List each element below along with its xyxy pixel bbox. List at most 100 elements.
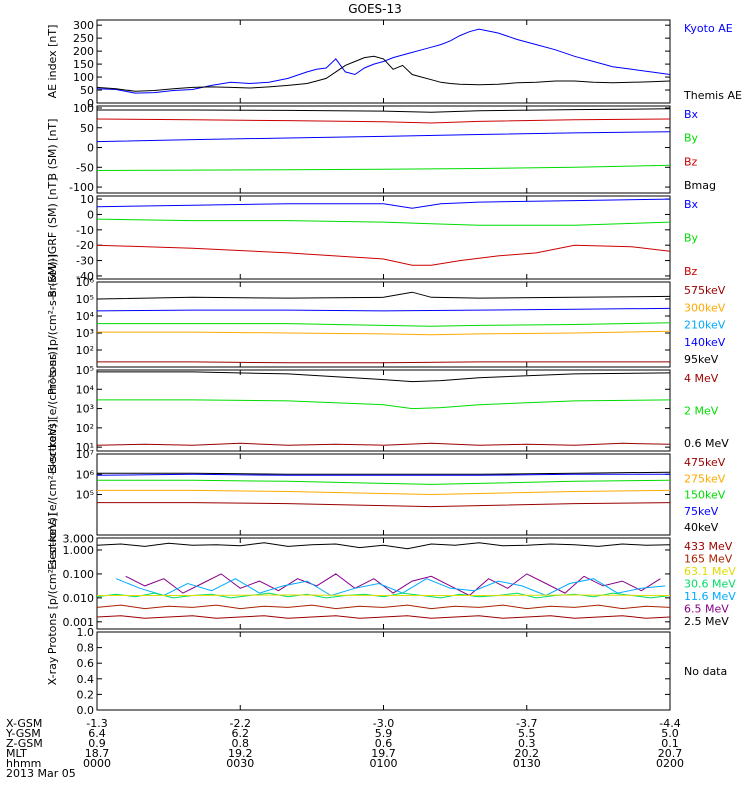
x-row-value: 0000 (83, 757, 111, 770)
legend-entry: 140keV (684, 336, 726, 349)
y-tick-label: 10⁴ (76, 383, 95, 396)
series-210kev (97, 322, 671, 327)
panel-frame (96, 631, 671, 711)
y-tick-label: 0.001 (63, 616, 95, 629)
x-row-value: 0.6 (375, 737, 393, 750)
y-axis-label: Electrons [e/(cm²-s-sr)] (46, 347, 59, 474)
legend-entry: Bz (684, 155, 698, 168)
y-tick-label: -40 (76, 270, 94, 283)
panel-electrons_low: 10⁵ 10⁶ 10⁷ Electrons [e/(cm²-s-sr-keV)] 475… (46, 419, 726, 570)
y-tick-label: 200 (73, 45, 94, 58)
x-row-value: 5.0 (661, 727, 679, 740)
legend-entry: By (684, 232, 699, 245)
x-row-value: 0.8 (232, 737, 250, 750)
series-by (96, 218, 671, 226)
y-tick-label: 3.000 (63, 533, 95, 546)
x-row-value: 0100 (370, 757, 398, 770)
y-tick-label: 0.4 (77, 673, 95, 686)
y-tick-label: 0.100 (63, 568, 95, 581)
x-row-value: -2.2 (230, 717, 251, 730)
legend-entry: 150keV (684, 489, 726, 502)
x-row-value: 0.9 (88, 737, 106, 750)
legend-entry: 575keV (684, 284, 726, 297)
legend-entry: By (684, 132, 699, 145)
series-themis-ae (96, 55, 671, 92)
series-2-5-mev (96, 542, 671, 550)
y-axis-label: B (SM)-IGRF (SM) [nT] (46, 177, 59, 297)
legend-entry: 433 MeV (684, 540, 733, 553)
legend-entry: 2.5 MeV (684, 615, 729, 628)
panel-frame (96, 195, 671, 280)
y-tick-label: -10 (76, 224, 94, 237)
y-tick-label: -20 (76, 239, 94, 252)
series-300kev (97, 330, 671, 336)
y-tick-label: 300 (73, 19, 94, 32)
y-tick-label: 10⁵ (76, 489, 94, 502)
y-tick-label: 0 (87, 142, 94, 155)
y-tick-label: 10⁴ (76, 310, 95, 323)
series-40kev (97, 471, 671, 475)
legend-entry: Bz (684, 265, 698, 278)
y-tick-label: 10⁷ (76, 448, 94, 461)
legend-entry: 95keV (684, 353, 719, 366)
y-tick-label: 10³ (76, 403, 94, 416)
series-575kev (97, 361, 670, 364)
y-tick-label: 10² (76, 422, 94, 435)
series-bx (96, 198, 671, 209)
x-row-value: 0130 (513, 757, 541, 770)
series-11-6-mev (115, 578, 666, 597)
legend-entry: 275keV (684, 472, 726, 485)
y-tick-label: 1.0 (77, 626, 95, 639)
series-63-1-mev (97, 594, 671, 596)
series-by (96, 164, 671, 171)
x-row-label: hhmm (6, 757, 41, 770)
y-tick-label: 0.2 (77, 688, 95, 701)
y-tick-label: 10 (80, 193, 94, 206)
y-axis-label: Electrons [e/(cm²-s-sr-keV)] (46, 419, 59, 570)
legend-entry: 0.6 MeV (684, 437, 729, 450)
legend-entry: 40keV (684, 521, 719, 534)
panel-frame (96, 537, 671, 630)
x-row-label: Z-GSM (6, 737, 43, 750)
panel-protons_low: 10² 10³ 10⁴ 10⁵ 10⁶ Protons [p/(cm²-s-sr-keV)… (46, 254, 726, 395)
legend-entry: Bmag (684, 179, 716, 192)
x-row-value: -3.7 (516, 717, 537, 730)
y-tick-label: 10⁶ (76, 276, 95, 289)
x-row-value: -1.3 (86, 717, 107, 730)
y-tick-label: 50 (80, 122, 94, 135)
y-tick-label: 10³ (76, 327, 94, 340)
x-row-value: -3.0 (373, 717, 394, 730)
x-row-label: X-GSM (6, 717, 42, 730)
series-kyoto-ae (96, 28, 671, 94)
legend-entry: 2 MeV (684, 405, 719, 418)
y-axis-label: B (SM) [nT] (46, 119, 59, 181)
x-row-label: Y-GSM (5, 727, 41, 740)
series-275kev (97, 489, 671, 496)
series-0-6-mev (97, 371, 671, 383)
y-tick-label: 10⁵ (76, 293, 94, 306)
x-row-value: 20.2 (515, 747, 540, 760)
panel-frame (96, 369, 671, 452)
legend-entry: 165 MeV (684, 553, 733, 566)
chart-title: GOES-13 (348, 2, 402, 16)
y-tick-label: 0.0 (77, 704, 95, 717)
panel-xray: 0.0 0.2 0.4 0.6 0.8 1.0 X-ray No data (46, 626, 727, 717)
legend-entry: 475keV (684, 456, 726, 469)
x-row-value: 0030 (226, 757, 254, 770)
x-row-value: 6.2 (232, 727, 250, 740)
series-6-5-mev (125, 573, 661, 597)
x-row-value: 5.5 (518, 727, 536, 740)
x-row-value: 19.2 (228, 747, 253, 760)
legend-entry: 4 MeV (684, 372, 719, 385)
date-label: 2013 Mar 05 (6, 767, 76, 780)
panel-frame (96, 105, 671, 194)
y-tick-label: 0.8 (77, 642, 95, 655)
legend-entry: 11.6 MeV (684, 590, 736, 603)
series-140kev (96, 307, 671, 312)
series-bz (96, 244, 671, 266)
series-bmag (97, 108, 671, 113)
legend-entry: 75keV (684, 505, 719, 518)
